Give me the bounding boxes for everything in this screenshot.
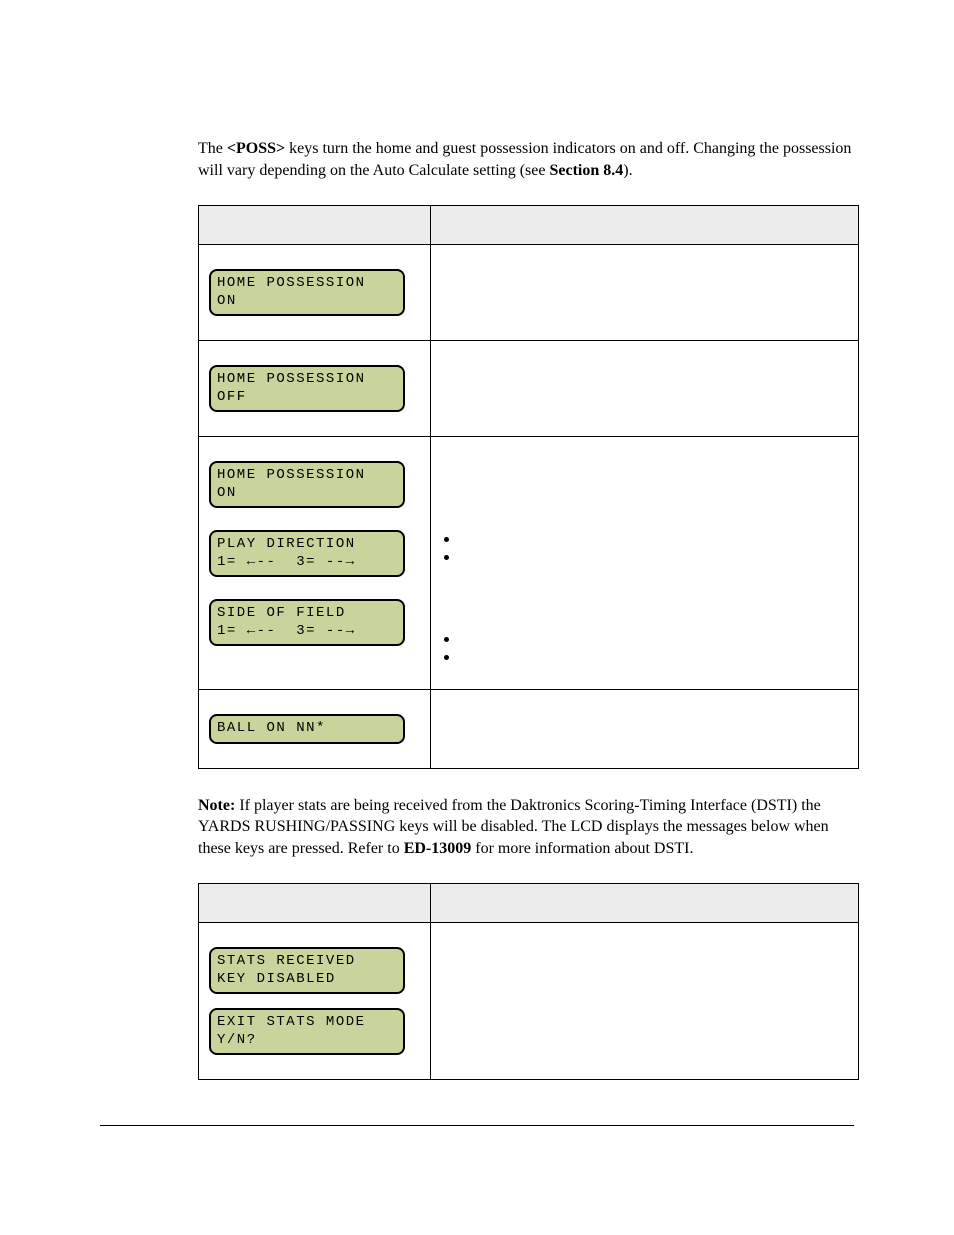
- bullet-item: [461, 547, 848, 565]
- lcd-display: BALL ON NN*: [209, 714, 405, 744]
- possession-table: HOME POSSESSION ON HOME POSSESSION OFF H…: [198, 205, 859, 769]
- table-header-row: [199, 884, 859, 923]
- lcd-display: HOME POSSESSION OFF: [209, 365, 405, 412]
- table-cell-right: [431, 245, 859, 341]
- lcd-display: SIDE OF FIELD 1= ←-- 3= --→: [209, 599, 405, 646]
- table-header-right: [431, 884, 859, 923]
- table-cell-right: [431, 690, 859, 769]
- lcd-display: EXIT STATS MODE Y/N?: [209, 1008, 405, 1055]
- section-ref: Section 8.4: [549, 162, 623, 179]
- intro-paragraph: The <POSS> keys turn the home and guest …: [198, 138, 854, 181]
- table-cell-right: [431, 341, 859, 437]
- lcd-display: STATS RECEIVED KEY DISABLED: [209, 947, 405, 994]
- intro-text-post: ).: [623, 162, 632, 179]
- bullet-item: [461, 629, 848, 647]
- table-cell-right: [431, 923, 859, 1080]
- stats-table: STATS RECEIVED KEY DISABLED EXIT STATS M…: [198, 883, 859, 1080]
- note-body-2: for more information about DSTI.: [471, 840, 693, 857]
- intro-text-mid: keys turn the home and guest possession …: [198, 140, 851, 179]
- bullet-item: [461, 529, 848, 547]
- footer-rule: [100, 1125, 854, 1126]
- poss-key-label: <POSS>: [227, 140, 285, 157]
- table-row: STATS RECEIVED KEY DISABLED EXIT STATS M…: [199, 923, 859, 1080]
- bullet-list: [441, 529, 848, 565]
- table-header-left: [199, 206, 431, 245]
- table-row: BALL ON NN*: [199, 690, 859, 769]
- doc-ref: ED-13009: [404, 840, 472, 857]
- table-row: HOME POSSESSION ON PLAY DIRECTION 1= ←--…: [199, 437, 859, 690]
- bullet-item: [461, 647, 848, 665]
- table-row: HOME POSSESSION OFF: [199, 341, 859, 437]
- lcd-display: HOME POSSESSION ON: [209, 461, 405, 508]
- table-header-right: [431, 206, 859, 245]
- table-header-left: [199, 884, 431, 923]
- note-label: Note:: [198, 797, 235, 814]
- note-paragraph: Note: If player stats are being received…: [198, 795, 854, 860]
- table-row: HOME POSSESSION ON: [199, 245, 859, 341]
- bullet-list: [441, 629, 848, 665]
- lcd-display: HOME POSSESSION ON: [209, 269, 405, 316]
- intro-text-pre: The: [198, 140, 227, 157]
- table-header-row: [199, 206, 859, 245]
- table-cell-right: [431, 437, 859, 690]
- lcd-display: PLAY DIRECTION 1= ←-- 3= --→: [209, 530, 405, 577]
